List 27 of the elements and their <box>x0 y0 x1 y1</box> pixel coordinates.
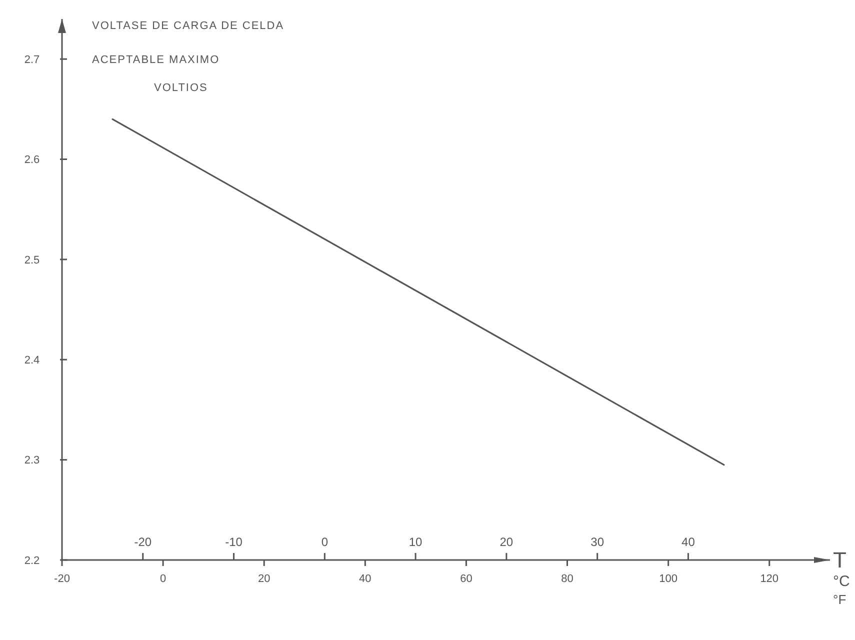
x-axis-title: °F <box>833 592 846 607</box>
y-tick-label: 2.4 <box>24 354 40 366</box>
y-axis-title: VOLTIOS <box>154 82 208 94</box>
x2-tick-label: 20 <box>500 535 514 549</box>
y-tick-label: 2.6 <box>24 154 40 166</box>
y-tick-label: 2.7 <box>24 54 40 66</box>
x2-tick-label: 40 <box>682 535 696 549</box>
x2-tick-label: 10 <box>408 535 423 549</box>
chart-title: VOLTASE DE CARGA DE CELDA <box>92 20 284 32</box>
x-tick-label: 80 <box>561 573 574 585</box>
x2-tick-label: -20 <box>134 535 152 549</box>
x2-tick-label: -10 <box>225 535 243 549</box>
x-tick-label: 0 <box>160 573 166 585</box>
text: T <box>833 548 846 573</box>
x2-axis-title: °C <box>833 573 850 590</box>
text: ACEPTABLE MAXIMO <box>92 54 220 66</box>
x2-tick-label: 0 <box>321 535 328 549</box>
y-tick-label: 2.3 <box>24 454 40 467</box>
x-tick-label: 60 <box>460 573 472 585</box>
x2-tick-label: 30 <box>590 535 604 549</box>
x-tick-label: 100 <box>659 573 678 585</box>
x-tick-label: 120 <box>760 573 779 585</box>
y-tick-label: 2.2 <box>24 554 40 567</box>
x-tick-label: -20 <box>54 573 70 585</box>
y-tick-label: 2.5 <box>24 254 40 266</box>
x-tick-label: 40 <box>359 573 372 585</box>
x-tick-label: 20 <box>258 573 270 585</box>
